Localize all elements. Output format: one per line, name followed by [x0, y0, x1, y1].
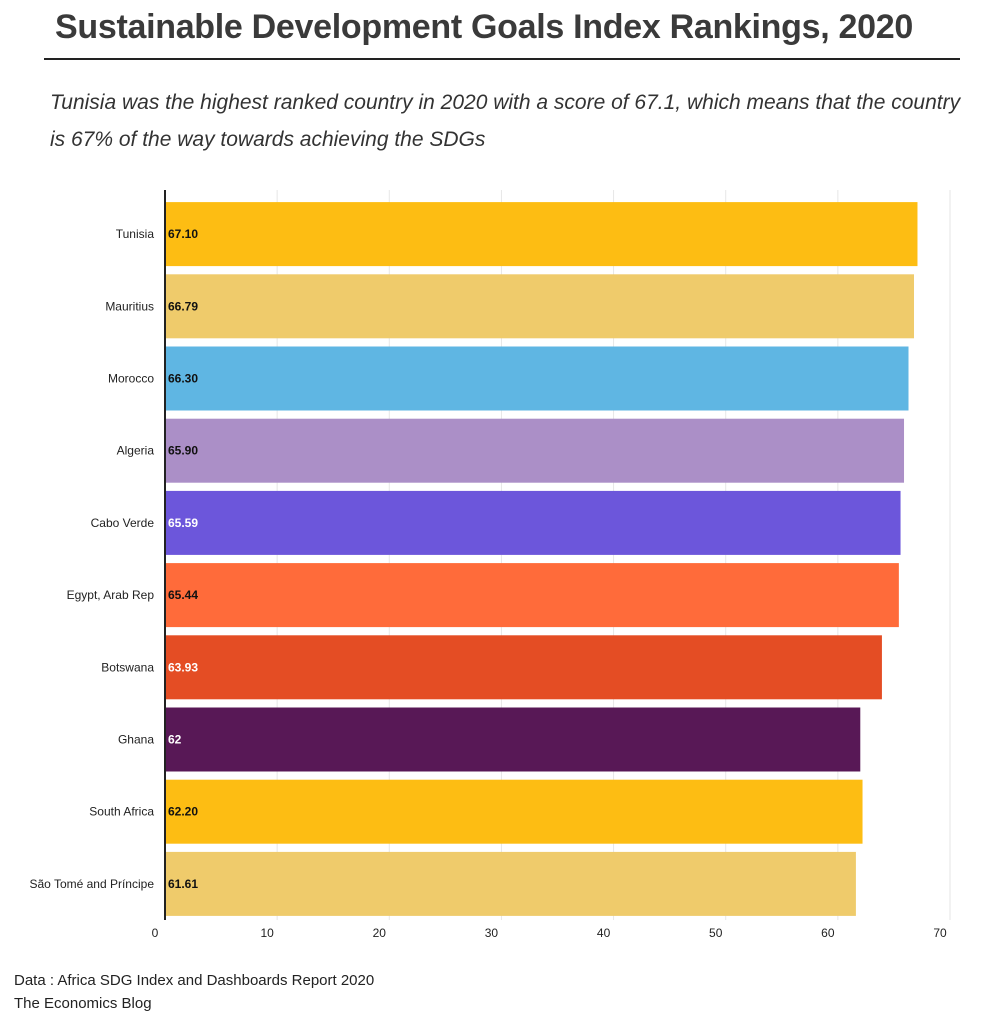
- x-axis-ticks: 0 10 20 30 40 50 60 70: [152, 926, 947, 940]
- data-label: 67.10: [168, 227, 198, 241]
- x-tick-label: 10: [260, 926, 274, 940]
- data-label: 65.59: [168, 516, 198, 530]
- category-label: Mauritius: [105, 299, 154, 313]
- category-label: Morocco: [108, 372, 154, 386]
- data-label: 65.90: [168, 444, 198, 458]
- bar-4: [165, 418, 905, 483]
- value-labels: 67.10 66.79 66.30 65.90 65.59 65.44 63.93 62 62.…: [168, 227, 198, 891]
- bar-10: [165, 851, 856, 916]
- bar-5: [165, 490, 901, 555]
- x-tick-label: 70: [933, 926, 947, 940]
- data-label: 66.79: [168, 299, 198, 313]
- bar-1: [165, 202, 918, 267]
- credit-note: The Economics Blog: [14, 995, 152, 1012]
- data-label: 62.20: [168, 805, 198, 819]
- bar-9: [165, 779, 863, 844]
- x-tick-label: 50: [709, 926, 723, 940]
- bar-2: [165, 274, 915, 339]
- category-label: Tunisia: [116, 227, 155, 241]
- data-label: 66.30: [168, 372, 198, 386]
- bar-6: [165, 563, 899, 628]
- category-label: Egypt, Arab Rep: [67, 588, 155, 602]
- chart-subtitle: Tunisia was the highest ranked country i…: [50, 91, 961, 151]
- bar-8: [165, 707, 861, 772]
- category-label: South Africa: [89, 805, 154, 819]
- data-label: 65.44: [168, 588, 198, 602]
- category-label: Cabo Verde: [91, 516, 155, 530]
- bar-3: [165, 346, 909, 411]
- category-label: Botswana: [101, 660, 154, 674]
- bar-chart: 67.10 66.79 66.30 65.90 65.59 65.44 63.93 62 62.…: [29, 190, 951, 940]
- category-label: São Tomé and Príncipe: [29, 877, 154, 891]
- data-label: 62: [168, 733, 182, 747]
- category-label: Ghana: [118, 733, 154, 747]
- data-label: 63.93: [168, 660, 198, 674]
- x-tick-label: 40: [597, 926, 611, 940]
- data-label: 61.61: [168, 877, 198, 891]
- x-tick-label: 0: [152, 926, 159, 940]
- x-tick-label: 30: [485, 926, 499, 940]
- x-tick-label: 20: [373, 926, 387, 940]
- category-label: Algeria: [117, 444, 155, 458]
- category-labels: Tunisia Mauritius Morocco Algeria Cabo Verde…: [29, 227, 154, 891]
- chart-title: Sustainable Development Goals Index Rank…: [55, 8, 913, 46]
- source-note: Data : Africa SDG Index and Dashboards R…: [14, 972, 375, 989]
- bars: [165, 202, 918, 916]
- x-tick-label: 60: [821, 926, 835, 940]
- title-underline: [44, 58, 960, 60]
- bar-7: [165, 635, 882, 700]
